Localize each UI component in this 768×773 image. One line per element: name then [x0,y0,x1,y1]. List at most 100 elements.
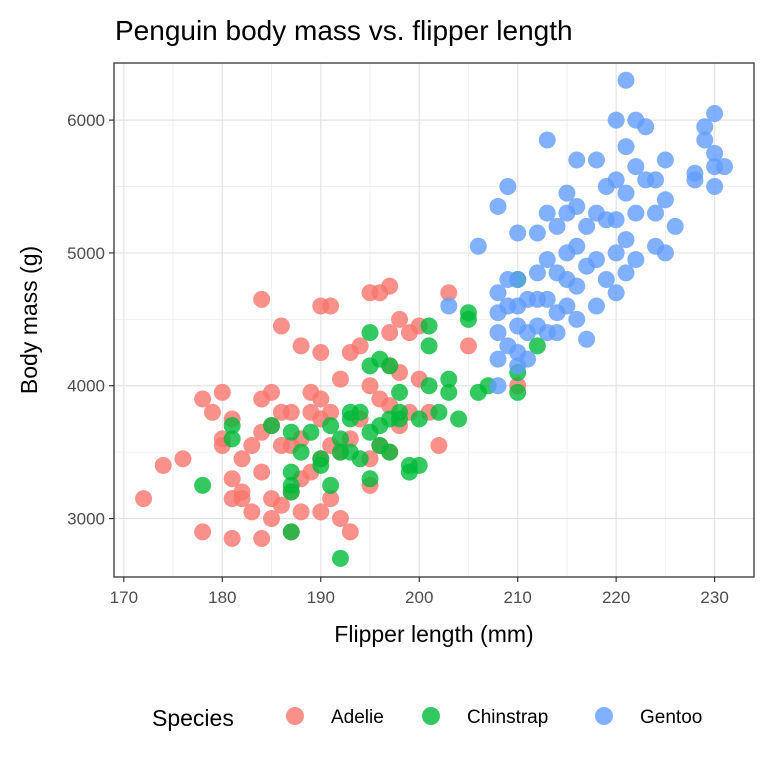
data-point-adelie [430,437,448,455]
data-point-gentoo [617,71,635,89]
data-point-chinstrap [440,370,458,388]
data-point-gentoo [706,144,724,162]
data-point-adelie [243,437,261,455]
y-tick-label: 4000 [67,377,105,396]
data-point-adelie [361,377,379,395]
data-point-chinstrap [361,324,379,342]
data-point-chinstrap [282,523,300,541]
data-point-gentoo [617,138,635,156]
data-point-chinstrap [292,443,310,461]
data-point-chinstrap [410,456,428,474]
data-point-chinstrap [302,423,320,441]
data-point-gentoo [578,217,596,235]
data-point-chinstrap [430,403,448,421]
legend-key-gentoo [595,707,613,725]
data-point-chinstrap [312,456,330,474]
data-point-chinstrap [194,476,212,494]
data-point-chinstrap [450,410,468,428]
data-point-adelie [263,383,281,401]
data-point-chinstrap [223,430,241,448]
data-point-adelie [154,456,172,474]
data-point-gentoo [627,251,645,269]
data-point-chinstrap [282,423,300,441]
data-point-adelie [272,496,290,514]
data-point-chinstrap [420,317,438,335]
data-point-gentoo [607,244,625,262]
data-point-gentoo [715,158,733,176]
data-point-gentoo [469,237,487,255]
data-point-chinstrap [459,310,477,328]
data-point-gentoo [568,151,586,169]
data-point-adelie [292,337,310,355]
data-point-adelie [233,490,251,508]
data-point-chinstrap [381,357,399,375]
data-point-gentoo [647,171,665,189]
data-point-adelie [243,503,261,521]
data-point-adelie [341,523,359,541]
data-point-adelie [194,523,212,541]
data-point-adelie [331,370,349,388]
data-point-gentoo [440,297,458,315]
data-point-gentoo [568,197,586,215]
y-tick-label: 3000 [67,510,105,529]
data-point-gentoo [558,297,576,315]
data-point-adelie [203,403,221,421]
data-point-gentoo [578,330,596,348]
legend-key-adelie [286,707,304,725]
data-point-gentoo [617,264,635,282]
data-point-adelie [440,284,458,302]
data-point-chinstrap [351,403,369,421]
data-point-adelie [253,290,271,308]
data-point-adelie [331,510,349,528]
data-point-gentoo [607,211,625,229]
data-point-chinstrap [322,417,340,435]
data-point-chinstrap [440,383,458,401]
data-point-gentoo [706,104,724,122]
x-axis-ticks: 170 180 190 200 210 220 230 [110,577,729,607]
data-point-adelie [263,510,281,528]
data-point-adelie [253,463,271,481]
legend-items: Adelie Chinstrap Gentoo [286,707,702,728]
data-point-adelie [223,470,241,488]
y-axis-label: Body mass (g) [16,246,42,394]
data-point-gentoo [528,224,546,242]
data-point-gentoo [499,178,517,196]
data-point-gentoo [568,310,586,328]
x-tick-label: 220 [602,588,630,607]
legend-label-gentoo: Gentoo [640,707,702,728]
data-point-adelie [322,297,340,315]
data-point-gentoo [558,184,576,202]
data-point-gentoo [696,131,714,149]
data-point-adelie [312,344,330,362]
data-point-adelie [391,310,409,328]
data-point-gentoo [489,324,507,342]
x-tick-label: 170 [110,588,138,607]
data-point-adelie [135,490,153,508]
data-point-gentoo [686,171,704,189]
legend-title: Species [152,705,234,731]
data-point-adelie [322,403,340,421]
data-point-gentoo [656,151,674,169]
data-point-gentoo [509,270,527,288]
data-point-gentoo [489,350,507,368]
y-tick-label: 6000 [67,111,105,130]
data-point-adelie [351,337,369,355]
data-point-chinstrap [282,463,300,481]
data-point-gentoo [519,350,537,368]
data-point-gentoo [548,324,566,342]
data-point-chinstrap [420,377,438,395]
data-point-adelie [272,317,290,335]
data-point-chinstrap [509,383,527,401]
data-point-gentoo [568,237,586,255]
data-point-chinstrap [391,403,409,421]
data-point-gentoo [617,184,635,202]
data-point-chinstrap [322,476,340,494]
data-point-adelie [282,403,300,421]
data-point-gentoo [617,231,635,249]
data-point-gentoo [647,204,665,222]
data-point-adelie [223,529,241,547]
data-point-chinstrap [528,337,546,355]
data-point-gentoo [489,377,507,395]
